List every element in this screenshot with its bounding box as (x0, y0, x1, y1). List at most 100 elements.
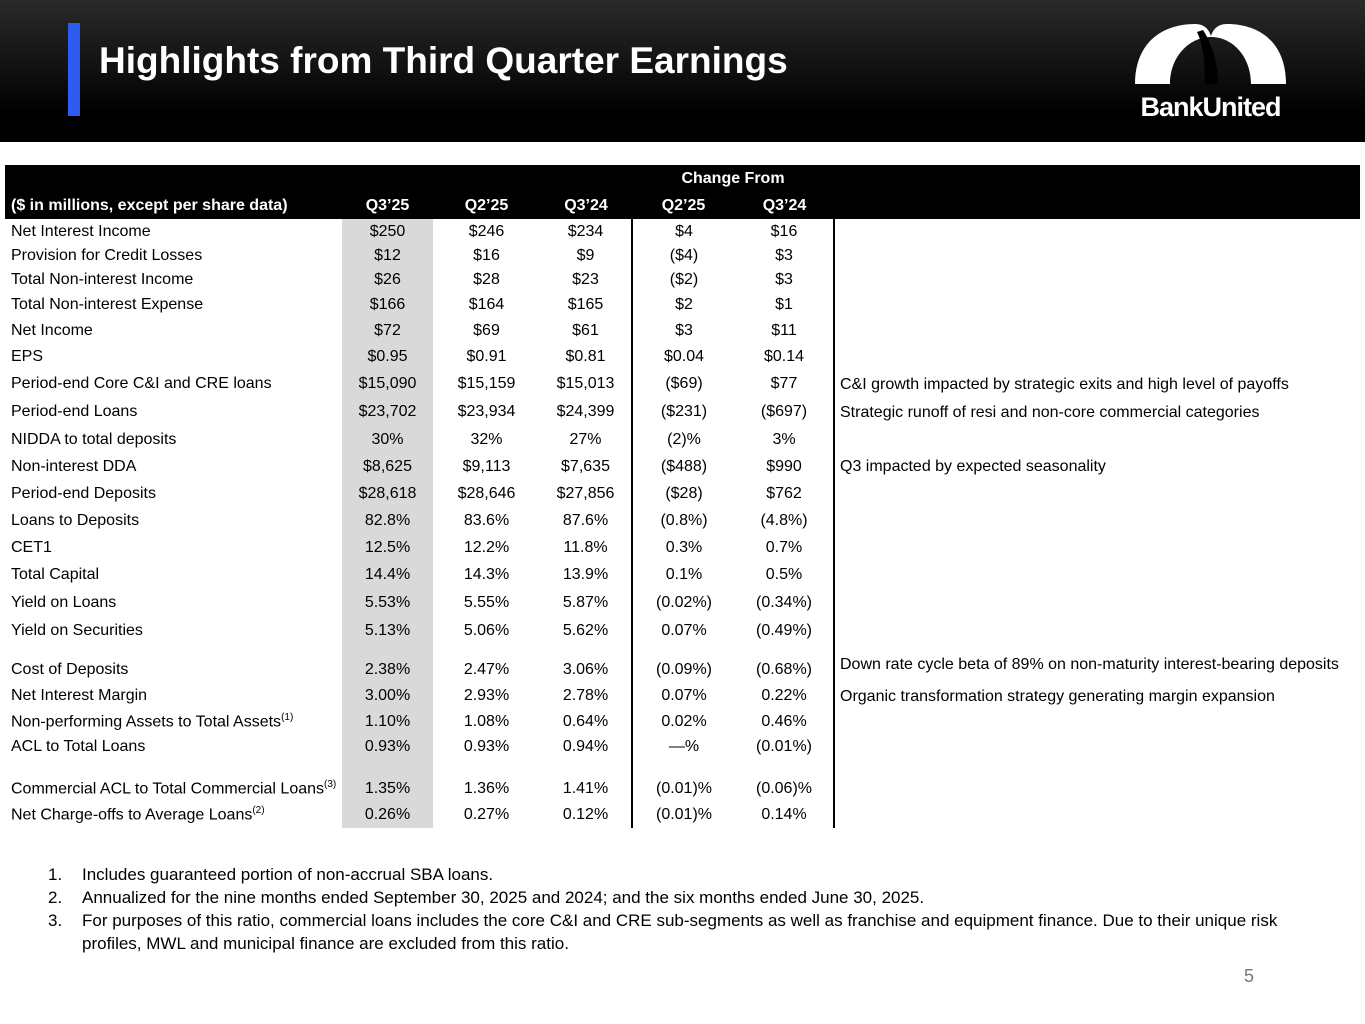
value-cell: 32% (470, 430, 503, 448)
value-cell: 87.6% (540, 507, 633, 534)
value-cell: $69 (473, 321, 500, 339)
value-cell: 5.62% (540, 617, 633, 645)
value-cell: (4.8%) (735, 507, 835, 534)
comment-cell (834, 735, 1360, 759)
value-cell: $3 (675, 321, 693, 339)
value-cell: (0.09%) (655, 661, 713, 678)
row-label-text: Commercial ACL to Total Commercial Loans (11, 780, 325, 797)
value-cell: ($697) (735, 398, 835, 426)
table-row: Total Non-interest Expense $166 $164 $165 $2… (5, 292, 1360, 318)
value-cell: 0.3% (665, 538, 703, 556)
value-cell: $72 (342, 318, 433, 343)
footnote: 1. Includes guaranteed portion of non-acc… (48, 863, 1302, 886)
value-cell: $61 (540, 318, 633, 343)
table-row: NIDDA to total deposits 30% 32% 27% (2)% 3% (5, 426, 1360, 453)
value-cell: 0.93% (463, 738, 510, 755)
value-cell: $164 (468, 296, 505, 313)
value-cell: ($488) (660, 457, 708, 475)
value-cell: $4 (675, 222, 693, 240)
value-cell: (0.68%) (735, 645, 835, 683)
row-label-text: Net Interest Income (11, 222, 151, 240)
col-header-q2-25: Q2’25 (433, 192, 540, 219)
table-row: Cost of Deposits 2.38% 2.47% 3.06% (0.09%) (0… (5, 645, 1360, 683)
header-row-change: Change From (5, 165, 1360, 192)
footnote-ref: (3) (324, 778, 337, 790)
row-label: Period-end Core C&I and CRE loans (5, 370, 342, 398)
value-cell: (0.8%) (660, 511, 708, 529)
row-label-text: Non-performing Assets to Total Assets (11, 713, 282, 731)
footnote-ref: (2) (252, 805, 265, 817)
comment-cell: C&I growth impacted by strategic exits a… (840, 375, 1289, 393)
value-cell: 83.6% (463, 511, 510, 529)
comment-cell (834, 480, 1360, 507)
table-row: Period-end Loans $23,702 $23,934 $24,399 ($2… (5, 398, 1360, 426)
table-row: ACL to Total Loans 0.93% 0.93% 0.94% —% (0.01… (5, 735, 1360, 759)
value-cell: 0.02% (661, 713, 707, 730)
comment-cell (834, 292, 1360, 318)
value-cell: 1.35% (342, 759, 433, 802)
row-label-text: CET1 (11, 538, 52, 556)
value-cell: $166 (342, 292, 433, 318)
value-cell: 2.38% (342, 645, 433, 683)
comment-cell (834, 759, 1360, 802)
value-cell: 30% (342, 426, 433, 453)
row-label: NIDDA to total deposits (5, 426, 342, 453)
row-label-text: Loans to Deposits (11, 511, 140, 529)
value-cell: $3 (735, 268, 835, 292)
comment-cell (834, 268, 1360, 292)
value-cell: $246 (468, 222, 505, 240)
bankunited-logo-icon (1135, 24, 1286, 84)
value-cell: $23,934 (457, 403, 516, 420)
row-label: Non-interest DDA (5, 453, 342, 480)
value-cell: 0.12% (540, 802, 633, 828)
value-cell: $234 (540, 219, 633, 244)
row-label-text: Period-end Core C&I and CRE loans (11, 375, 272, 392)
table-row: CET1 12.5% 12.2% 11.8% 0.3% 0.7% (5, 534, 1360, 561)
row-label-text: Total Non-interest Expense (11, 296, 204, 313)
value-cell: ($69) (665, 375, 703, 392)
comment-cell (834, 802, 1360, 828)
comment-cell: Organic transformation strategy generati… (840, 687, 1275, 705)
value-cell: $3 (735, 244, 835, 268)
row-label: Provision for Credit Losses (5, 244, 342, 268)
table-row: Net Charge-offs to Average Loans(2) 0.26%… (5, 802, 1360, 828)
row-label-text: ACL to Total Loans (11, 738, 146, 755)
page-title: Highlights from Third Quarter Earnings (99, 40, 788, 81)
row-label: Yield on Securities (5, 617, 342, 645)
value-cell: 3.06% (540, 645, 633, 683)
table-row: Yield on Loans 5.53% 5.55% 5.87% (0.02%) (0.3… (5, 589, 1360, 617)
col-header-chg-q3-24: Q3’24 (735, 192, 834, 219)
row-label-text: Non-interest DDA (11, 457, 137, 475)
value-cell: $16 (735, 219, 835, 244)
value-cell: $1 (735, 292, 835, 318)
row-label: Period-end Deposits (5, 480, 342, 507)
value-cell: 3% (735, 426, 835, 453)
value-cell: 1.36% (463, 780, 510, 797)
comment-cell: Down rate cycle beta of 89% on non-matur… (840, 655, 1339, 673)
row-label-text: Net Interest Margin (11, 687, 148, 704)
value-cell: 1.10% (342, 709, 433, 735)
value-cell: $24,399 (540, 398, 633, 426)
col-header-chg-q2-25: Q2’25 (632, 192, 735, 219)
table-row: Non-interest DDA $8,625 $9,113 $7,635 ($488)… (5, 453, 1360, 480)
value-cell: $15,090 (342, 370, 433, 398)
comment-cell (834, 244, 1360, 268)
table-row: Commercial ACL to Total Commercial Loans… (5, 759, 1360, 802)
value-cell: $0.14 (735, 343, 835, 370)
value-cell: 2.78% (540, 683, 633, 709)
value-cell: 3.00% (342, 683, 433, 709)
row-label: Period-end Loans (5, 398, 342, 426)
footnote-number: 2. (48, 888, 63, 907)
row-label-text: Cost of Deposits (11, 661, 129, 678)
value-cell: $0.95 (342, 343, 433, 370)
value-cell: $12 (342, 244, 433, 268)
footnote-text: For purposes of this ratio, commercial l… (82, 911, 1278, 953)
value-cell: 0.94% (540, 735, 633, 759)
value-cell: 12.2% (463, 538, 510, 556)
accent-bar (68, 23, 80, 116)
col-header-q3-24: Q3’24 (540, 192, 632, 219)
table-row: Period-end Deposits $28,618 $28,646 $27,856… (5, 480, 1360, 507)
header-row: ($ in millions, except per share data) Q… (5, 192, 1360, 219)
row-label-text: Total Non-interest Income (11, 271, 194, 288)
value-cell: 0.93% (342, 735, 433, 759)
